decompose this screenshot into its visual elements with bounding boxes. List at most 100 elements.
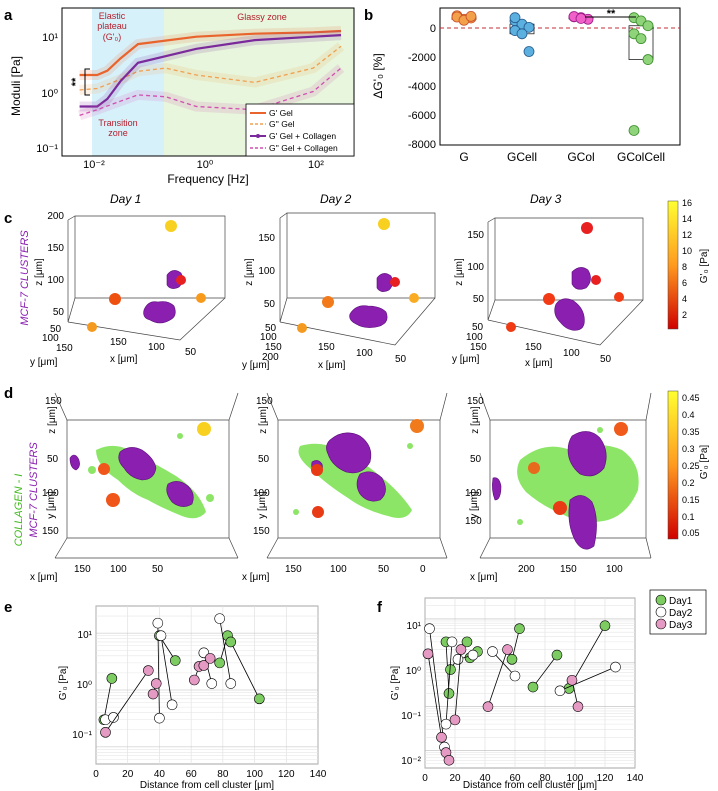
point-day2 [554,685,566,697]
a-xtick-3: 10² [308,159,324,171]
c1-zt: 100 [47,275,64,286]
point-day3 [482,701,494,712]
b-point [642,54,654,65]
c-day3-label: Day 3 [530,192,562,206]
c3-sphere [543,293,555,305]
b-ytick-1: -2000 [408,52,436,64]
point-day3 [100,727,111,738]
d3-cluster [567,431,607,477]
c-side-label: MCF-7 CLUSTERS [19,230,31,326]
point-day3 [147,688,159,700]
f-legend-day1: Day1 [669,596,693,607]
d-side-label-2: MCF-7 CLUSTERS [28,442,40,538]
d3-cluster [568,495,597,550]
point-day2 [610,661,621,673]
c2-xt: 50 [395,354,407,365]
point-day1 [551,649,563,661]
d2-xtick: 100 [330,564,347,575]
d3-collagen-speck [597,427,603,433]
d1-collagen-speck [88,466,96,474]
f-legend: Day1 Day2 Day3 [649,589,707,635]
b-ylabel: ΔG'₀ [%] [371,53,385,98]
d2-collagen-speck [293,509,299,515]
c3-yt: 100 [466,332,483,343]
a-legend-item-3: G' Gel + Collagen [269,131,336,141]
f-xlabel: Distance from cell cluster [μm] [463,780,597,791]
d-cb-tick: 0.15 [682,495,700,505]
c2-yt: 50 [265,323,277,334]
d-cb-tick: 0.35 [682,427,700,437]
panel-a-axes [61,7,355,157]
c2-zt: 100 [258,266,275,277]
d-cb-tick: 0.45 [682,393,700,403]
c-cb-tick: 4 [682,294,687,304]
c-cb-tick: 6 [682,278,687,288]
c-ticks-day2: z [μm] 150 100 50 50 100 150 200 y [μm] … [242,233,407,371]
a-legend-item-1: G' Gel [269,108,293,118]
b-cat-3: GCol [567,150,594,164]
d-plot-1 [54,392,239,559]
d3-zlabel: z [μm] [470,406,481,434]
x-tick-label: 0 [422,773,428,784]
d3-ytick: 150 [465,516,482,527]
c1-sphere [87,322,97,332]
x-tick-label: 60 [186,769,198,780]
c3-cluster-a [571,267,591,290]
a-series-line [79,45,342,91]
d2-top-tick: 150 [256,396,273,407]
c3-xt: 150 [525,342,542,353]
d-cb-tick: 0.1 [682,512,695,522]
d-cb-tick: 0.2 [682,478,695,488]
c3-xt: 100 [563,348,580,359]
c-clusters [143,267,591,331]
a-zone-transition2: zone [108,128,128,138]
c1-xt: 100 [148,342,165,353]
a-legend: G' Gel G'' Gel G' Gel + Collagen G'' Gel… [245,103,355,157]
d1-xtick: 100 [110,564,127,575]
point-day1 [527,681,539,693]
f-ytick: 10⁻² [401,756,421,767]
a-ylabel: Moduli [Pa] [9,56,23,116]
d1-top-tick: 150 [45,396,62,407]
point-day3 [204,653,216,664]
c3-sphere [581,222,593,234]
c1-zt: 50 [53,307,65,318]
d-cb-tick: 0.25 [682,461,700,471]
c-cb-label: G'₀ [Pa] [699,249,710,284]
c3-xlabel: x [μm] [525,358,553,369]
c1-xlabel: x [μm] [110,354,138,365]
f-legend-day2: Day2 [669,608,693,619]
connector-line [454,649,462,720]
d2-xtick: 50 [378,564,390,575]
point-day3 [198,660,210,671]
c-day2-label: Day 2 [320,192,352,206]
d2-xtick: 0 [420,564,426,575]
c3-yt: 50 [472,322,484,333]
d3-top-tick: 150 [467,396,484,407]
e-ylabel: G'₀ [Pa] [58,666,69,701]
panel-label-b: b [364,7,373,24]
point-day2 [155,630,167,642]
x-tick-label: 120 [597,773,614,784]
c1-yt: 50 [50,324,62,335]
c1-xt: 150 [110,337,127,348]
f-ytick: 10⁰ [406,666,421,677]
panel-a: Moduli [Pa] Frequency [Hz] 10¹ 10⁰ 10⁻¹ … [9,7,355,186]
d3-sphere [553,501,567,515]
c2-cluster-b [349,305,388,328]
c2-xt: 150 [318,342,335,353]
point-day3 [502,644,513,655]
d1-collagen-speck [206,494,214,502]
point-day1 [214,657,225,669]
d-spheres-1 [98,422,211,507]
connector-line [103,678,113,720]
point-day2 [424,623,435,634]
c2-sphere [297,323,307,333]
c1-sphere [109,293,121,305]
d1-collagen-mass [96,445,206,519]
d2-ylabel: y [μm] [257,491,268,519]
b-ytick-4: -8000 [408,139,436,151]
a-sig-text: ** [70,77,82,86]
a-legend-item-4: G'' Gel + Collagen [269,143,338,153]
b-cat-2: GCell [507,150,537,164]
